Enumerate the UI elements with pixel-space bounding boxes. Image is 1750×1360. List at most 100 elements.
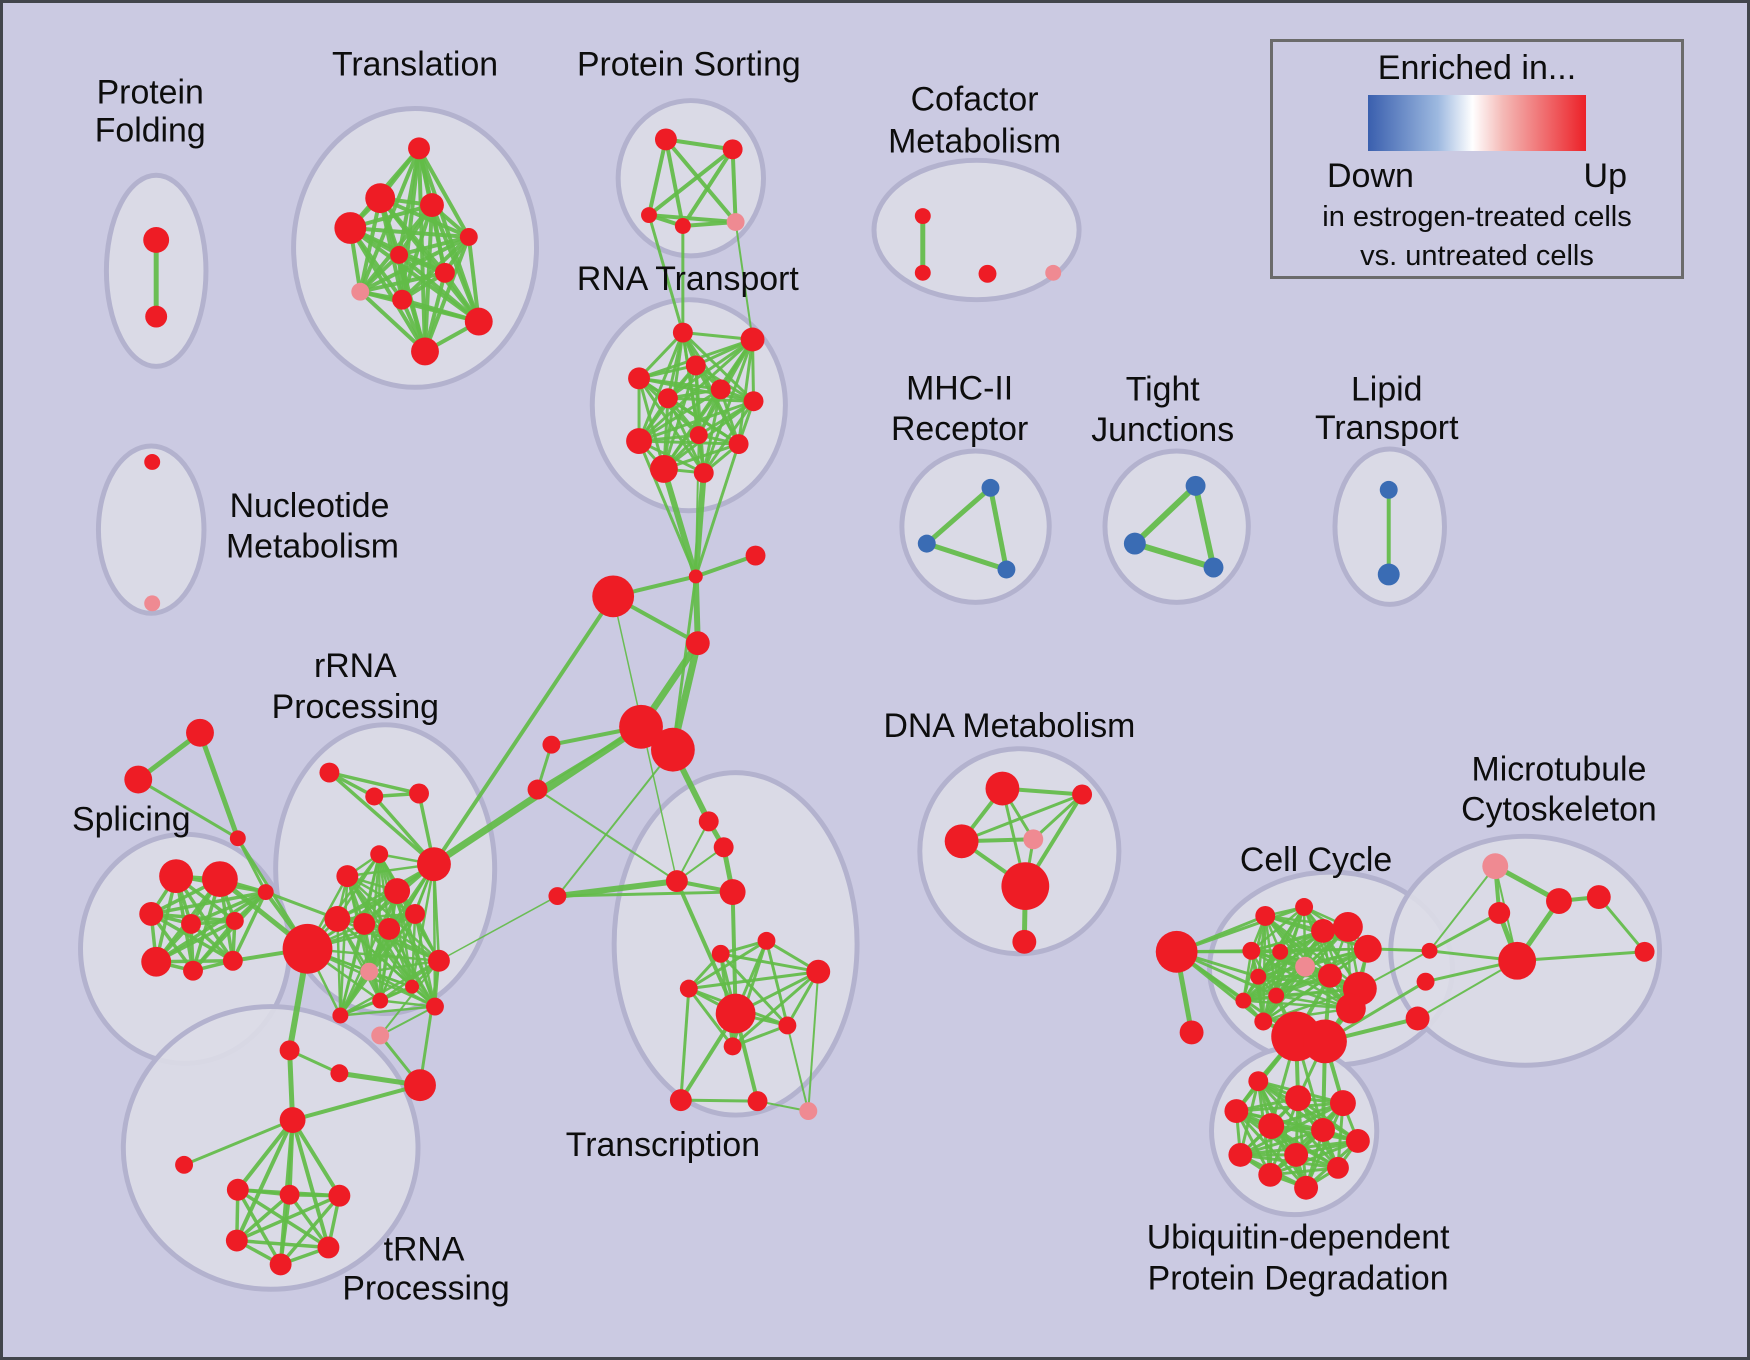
node-cf4[interactable] [1045,264,1062,281]
node-t6[interactable] [459,228,478,246]
node-ps4[interactable] [674,218,691,234]
node-r13[interactable] [360,962,379,981]
node-c4[interactable] [279,1107,306,1133]
node-tr6[interactable] [711,944,730,963]
node-cc15[interactable] [1254,1012,1273,1031]
node-st2[interactable] [124,765,153,794]
node-rt2[interactable] [740,327,765,352]
node-t1[interactable] [408,137,430,160]
node-u4[interactable] [225,1229,248,1252]
node-r4[interactable] [370,845,389,864]
node-rt9[interactable] [689,426,708,445]
node-cc3[interactable] [1311,918,1335,943]
node-ub12[interactable] [1294,1175,1319,1200]
node-tr0c[interactable] [548,887,567,906]
node-mh2[interactable] [917,534,936,553]
node-mt1[interactable] [1482,853,1509,880]
node-sp5[interactable] [225,911,244,930]
node-cf3[interactable] [978,264,997,283]
node-rt11[interactable] [649,454,678,483]
node-ub1[interactable] [1248,1071,1269,1092]
node-j1[interactable] [688,569,703,584]
node-ub2[interactable] [1285,1085,1312,1112]
node-rt10[interactable] [728,434,749,455]
node-cc6[interactable] [1272,943,1289,960]
node-ub11[interactable] [1326,1156,1349,1179]
node-cc13[interactable] [1268,987,1285,1004]
node-mt3[interactable] [1488,902,1511,924]
node-ps3[interactable] [641,207,657,224]
node-mt6[interactable] [1634,941,1655,962]
node-cc12[interactable] [1335,993,1366,1024]
node-d2[interactable] [1072,784,1093,805]
node-r1[interactable] [319,762,340,783]
node-r12[interactable] [427,949,450,972]
node-mh1[interactable] [981,478,1000,497]
node-cc8[interactable] [1250,968,1267,985]
node-cc16[interactable] [1421,942,1438,959]
node-rt6[interactable] [710,379,731,400]
node-rt8[interactable] [626,428,652,455]
node-c1[interactable] [279,1040,300,1061]
node-r17[interactable] [372,992,389,1009]
node-nm1[interactable] [144,454,161,470]
node-rt12[interactable] [693,462,714,483]
node-lp2[interactable] [1377,563,1400,586]
node-tr0a[interactable] [542,735,561,754]
node-t7[interactable] [434,262,455,283]
node-st3[interactable] [229,830,246,847]
node-u5[interactable] [317,1236,340,1259]
node-c3[interactable] [404,1069,436,1102]
node-r11[interactable] [405,904,425,924]
node-cc14[interactable] [1235,992,1252,1009]
node-st1[interactable] [186,718,214,747]
node-cclow[interactable] [1179,1020,1204,1045]
node-u6[interactable] [269,1253,292,1276]
node-c2[interactable] [330,1064,349,1083]
node-d3[interactable] [944,824,979,859]
node-ub8[interactable] [1284,1142,1309,1167]
node-d1[interactable] [985,771,1020,806]
node-cc4[interactable] [1332,911,1363,942]
node-tr5[interactable] [757,931,776,950]
node-cf2[interactable] [914,264,931,281]
node-sp6[interactable] [141,946,172,977]
node-pf2[interactable] [145,305,168,328]
node-r10[interactable] [378,917,401,940]
node-iso2[interactable] [175,1155,194,1174]
node-r6[interactable] [384,878,411,905]
node-tr7[interactable] [679,979,698,998]
node-tj3[interactable] [1203,557,1224,578]
node-ub7[interactable] [1228,1142,1253,1167]
node-cc1[interactable] [1255,905,1276,926]
node-r5[interactable] [336,865,359,888]
node-tr13[interactable] [747,1091,768,1112]
node-ps2[interactable] [722,139,743,160]
node-tr2[interactable] [713,837,734,858]
node-sp4[interactable] [181,913,201,934]
node-ps5[interactable] [726,213,745,231]
node-ub6[interactable] [1311,1118,1335,1142]
node-t2[interactable] [365,183,396,214]
node-rt3[interactable] [685,355,706,376]
node-sp7[interactable] [183,960,203,981]
node-ub9[interactable] [1345,1129,1370,1153]
node-ps1[interactable] [654,128,677,151]
node-r9[interactable] [353,912,376,935]
node-d6[interactable] [1012,929,1037,954]
node-cc18[interactable] [1405,1006,1430,1031]
node-pf1[interactable] [143,227,170,253]
node-bigR[interactable] [282,923,333,974]
node-u2[interactable] [279,1184,300,1205]
node-tr10[interactable] [778,1016,797,1035]
node-tj2[interactable] [1123,532,1146,555]
node-d5[interactable] [1001,862,1050,910]
node-tr1[interactable] [698,811,719,832]
node-mh3[interactable] [997,560,1016,579]
node-bp2[interactable] [650,727,695,772]
node-t9[interactable] [392,289,413,310]
node-tr3[interactable] [665,870,688,893]
node-t3[interactable] [420,193,444,218]
node-t5[interactable] [390,245,409,264]
node-sp3[interactable] [139,902,164,926]
